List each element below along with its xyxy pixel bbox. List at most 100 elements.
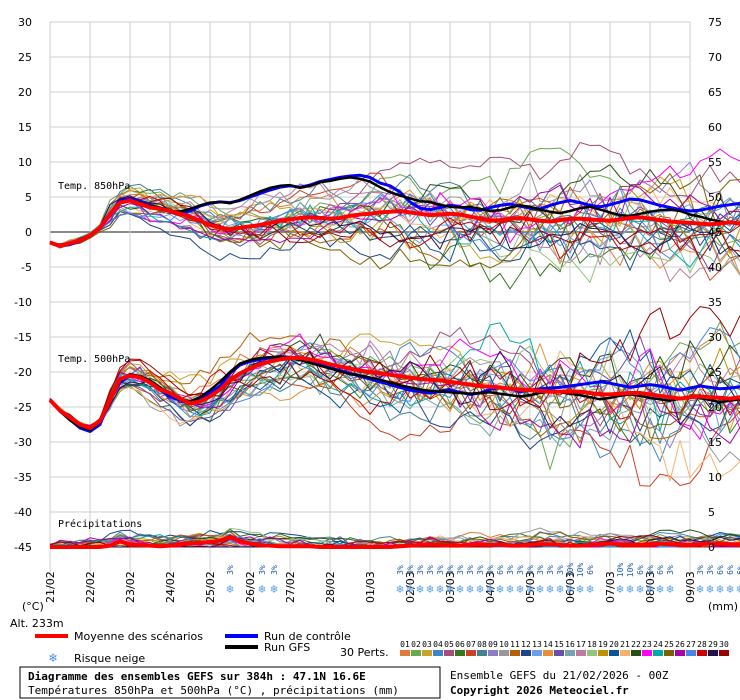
pert-legend-swatch <box>411 650 421 656</box>
right-tick-label: 0 <box>708 541 715 554</box>
pert-legend-label: 10 <box>499 640 509 649</box>
snow-pct-label: 6% <box>726 565 735 575</box>
pert-legend-label: 05 <box>444 640 454 649</box>
snow-pct-label: 10% <box>566 563 575 578</box>
snowflake-icon: ❄ <box>476 582 483 596</box>
pert-legend-label: 11 <box>510 640 520 649</box>
pert-legend-label: 25 <box>664 640 674 649</box>
member-t850-line <box>49 164 740 247</box>
pert-legend-swatch <box>642 650 652 656</box>
snowflake-icon: ❄ <box>496 582 503 596</box>
snowflake-icon: ❄ <box>556 582 563 596</box>
pert-legend-label: 24 <box>653 640 663 649</box>
snowflake-icon: ❄ <box>716 582 723 596</box>
member-t850-line <box>49 195 740 260</box>
x-tick-label: 23/02 <box>124 571 137 603</box>
snow-pct-label: 3% <box>258 565 267 575</box>
pert-legend-swatch <box>499 650 509 656</box>
pert-legend-swatch <box>422 650 432 656</box>
snowflake-icon: ❄ <box>258 582 265 596</box>
snowflake-icon: ❄ <box>626 582 633 596</box>
pert-legend-label: 06 <box>455 640 465 649</box>
left-tick-label: -20 <box>14 366 32 379</box>
member-t850-line <box>49 173 740 270</box>
pert-legend-swatch <box>697 650 707 656</box>
left-tick-label: -40 <box>14 506 32 519</box>
snowflake-icon: ❄ <box>576 582 583 596</box>
pert-legend-swatch <box>576 650 586 656</box>
pert-legend-swatch <box>510 650 520 656</box>
pert-legend-label: 26 <box>675 640 685 649</box>
pert-legend-swatch <box>521 650 531 656</box>
pert-legend-label: 15 <box>554 640 564 649</box>
pert-legend-swatch <box>565 650 575 656</box>
snowflake-icon: ❄ <box>536 582 543 596</box>
right-tick-label: 55 <box>708 156 722 169</box>
legend-perts-label: 30 Perts. <box>340 646 389 659</box>
pert-legend-swatch <box>554 650 564 656</box>
snow-pct-label: 3% <box>426 565 435 575</box>
snow-pct-label: 3% <box>416 565 425 575</box>
member-t500-line <box>49 343 740 427</box>
left-tick-label: 20 <box>18 86 32 99</box>
control-t500-line <box>48 355 740 433</box>
right-tick-label: 20 <box>708 401 722 414</box>
x-tick-label: 09/03 <box>684 571 697 603</box>
pert-legend-label: 08 <box>477 640 487 649</box>
footer-copyright: Copyright 2026 Meteociel.fr <box>450 684 629 697</box>
gfs-t850-line <box>49 176 740 248</box>
snow-pct-label: 6% <box>586 565 595 575</box>
right-tick-label: 50 <box>708 191 722 204</box>
pert-legend-label: 01 <box>400 640 410 649</box>
right-tick-label: 35 <box>708 296 722 309</box>
snowflake-icon: ❄ <box>636 582 643 596</box>
snow-pct-label: 10% <box>576 563 585 578</box>
footer-subtitle: Températures 850hPa et 500hPa (°C) , pré… <box>28 684 399 697</box>
pert-legend-label: 18 <box>587 640 597 649</box>
pert-legend-swatch <box>664 650 674 656</box>
member-t850-line <box>49 196 740 258</box>
x-tick-label: 08/03 <box>644 571 657 603</box>
right-tick-label: 30 <box>708 331 722 344</box>
legend-snow-label: Risque neige <box>74 652 145 665</box>
pert-legend-label: 29 <box>708 640 718 649</box>
pert-legend-swatch <box>488 650 498 656</box>
pert-legend-swatch <box>609 650 619 656</box>
member-t500-line <box>49 333 740 440</box>
pert-legend-swatch <box>532 650 542 656</box>
member-precip-line <box>49 534 740 548</box>
left-tick-label: -15 <box>14 331 32 344</box>
member-t500-line <box>49 346 740 428</box>
left-tick-label: -35 <box>14 471 32 484</box>
pert-legend-label: 16 <box>565 640 575 649</box>
legend-gfs-label: Run GFS <box>264 641 310 654</box>
snow-pct-label: 3% <box>516 565 525 575</box>
pert-legend-label: 20 <box>609 640 619 649</box>
gfs-t500-line <box>49 355 740 432</box>
left-tick-label: -45 <box>14 541 32 554</box>
member-t500-line <box>49 342 740 450</box>
x-tick-label: 06/03 <box>564 571 577 603</box>
x-tick-label: 28/02 <box>324 571 337 603</box>
left-tick-label: 5 <box>25 191 32 204</box>
x-tick-label: 26/02 <box>244 571 257 603</box>
member-t500-line <box>49 327 740 428</box>
snowflake-icon: ❄ <box>726 582 733 596</box>
pert-legend-label: 23 <box>642 640 652 649</box>
pert-legend-swatch <box>719 650 729 656</box>
snow-pct-label: 3% <box>396 565 405 575</box>
pert-legend-label: 13 <box>532 640 542 649</box>
snowflake-icon: ❄ <box>736 582 740 596</box>
snow-risk-row: 3%❄3%❄3%❄3%❄3%❄3%❄3%❄3%❄3%❄3%❄3%❄3%❄3%❄6… <box>226 563 740 596</box>
x-tick-label: 25/02 <box>204 571 217 603</box>
pert-legend-swatch <box>400 650 410 656</box>
left-tick-label: 0 <box>25 226 32 239</box>
left-tick-label: -10 <box>14 296 32 309</box>
snowflake-icon: ❄ <box>446 582 453 596</box>
pert-legend-label: 28 <box>697 640 707 649</box>
footer-title: Diagramme des ensembles GEFS sur 384h : … <box>28 670 366 683</box>
member-t500-line <box>49 349 740 449</box>
pert-legend-swatch <box>455 650 465 656</box>
snow-pct-label: 3% <box>696 565 705 575</box>
pert-legend-label: 04 <box>433 640 443 649</box>
